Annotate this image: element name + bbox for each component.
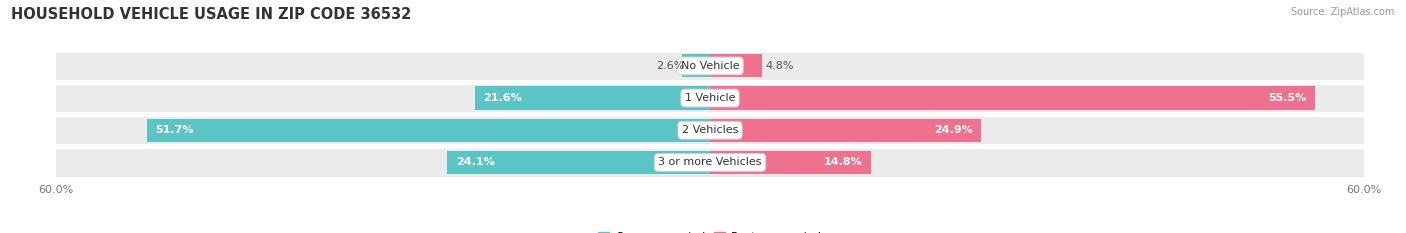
Bar xyxy=(682,54,710,78)
Text: 24.9%: 24.9% xyxy=(934,125,973,135)
Bar xyxy=(56,51,1364,81)
Bar xyxy=(447,151,710,174)
Text: Source: ZipAtlas.com: Source: ZipAtlas.com xyxy=(1291,7,1395,17)
Bar xyxy=(475,86,710,110)
Text: 2.6%: 2.6% xyxy=(657,61,685,71)
Legend: Owner-occupied, Renter-occupied: Owner-occupied, Renter-occupied xyxy=(593,227,827,233)
Text: No Vehicle: No Vehicle xyxy=(681,61,740,71)
Text: 21.6%: 21.6% xyxy=(484,93,522,103)
Text: 2 Vehicles: 2 Vehicles xyxy=(682,125,738,135)
Text: 24.1%: 24.1% xyxy=(456,158,495,168)
Bar xyxy=(56,115,1364,145)
Text: 55.5%: 55.5% xyxy=(1268,93,1306,103)
Bar xyxy=(710,54,762,78)
Text: 4.8%: 4.8% xyxy=(766,61,794,71)
Bar xyxy=(710,151,872,174)
Bar xyxy=(710,119,981,142)
Bar xyxy=(56,83,1364,113)
Text: HOUSEHOLD VEHICLE USAGE IN ZIP CODE 36532: HOUSEHOLD VEHICLE USAGE IN ZIP CODE 3653… xyxy=(11,7,412,22)
Text: 1 Vehicle: 1 Vehicle xyxy=(685,93,735,103)
Text: 14.8%: 14.8% xyxy=(824,158,862,168)
Bar xyxy=(146,119,710,142)
Text: 3 or more Vehicles: 3 or more Vehicles xyxy=(658,158,762,168)
Text: 51.7%: 51.7% xyxy=(156,125,194,135)
Bar xyxy=(710,86,1315,110)
Bar xyxy=(56,147,1364,178)
